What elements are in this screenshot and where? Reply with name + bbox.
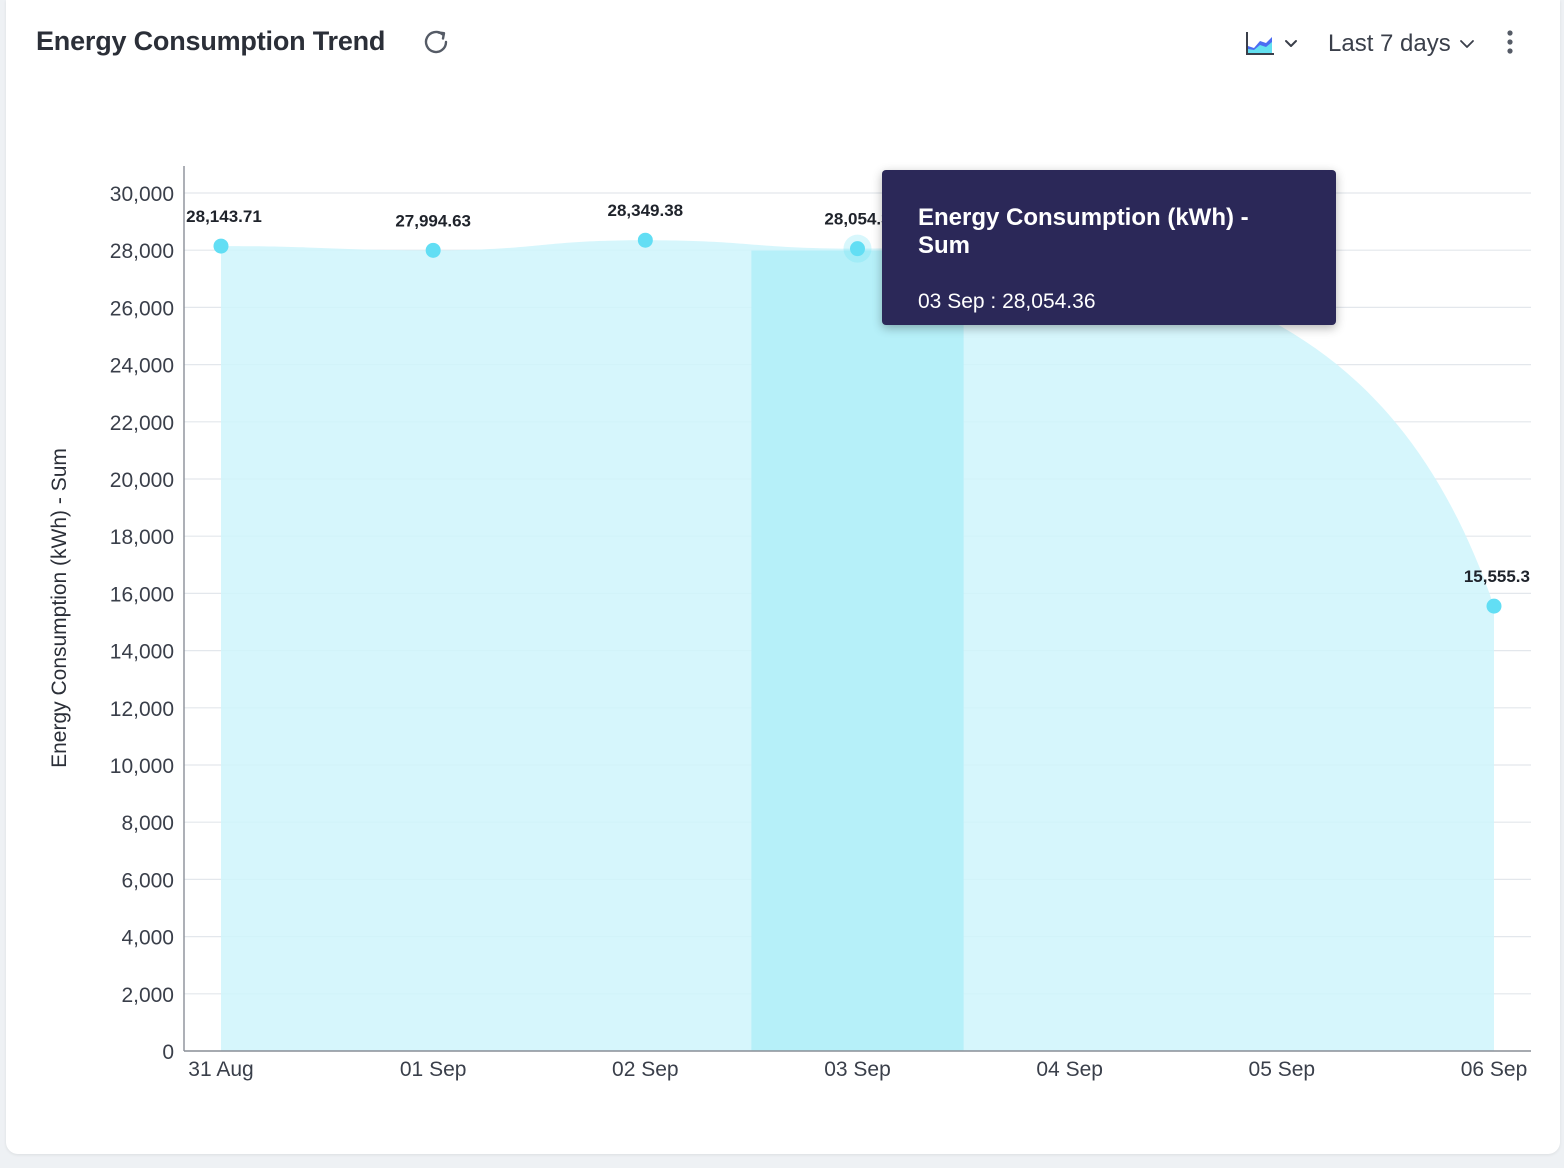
data-label: 28,349.38: [608, 201, 684, 220]
kebab-menu-icon[interactable]: [1500, 28, 1520, 60]
y-tick-label: 10,000: [110, 755, 174, 778]
x-tick-label: 01 Sep: [400, 1058, 467, 1081]
x-tick-label: 05 Sep: [1249, 1058, 1316, 1081]
y-tick-label: 28,000: [110, 240, 174, 263]
area-chart-icon[interactable]: [1244, 28, 1308, 60]
x-tick-label: 03 Sep: [824, 1058, 891, 1081]
data-label: 27,994.63: [395, 211, 471, 230]
y-tick-label: 30,000: [110, 183, 174, 206]
y-tick-label: 0: [162, 1041, 174, 1064]
x-tick-label: 02 Sep: [612, 1058, 679, 1081]
chevron-down-icon: [1459, 40, 1474, 48]
y-tick-label: 14,000: [110, 641, 174, 664]
y-tick-label: 26,000: [110, 297, 174, 320]
tooltip-title: Energy Consumption (kWh) - Sum: [918, 204, 1249, 259]
data-label: 28,143.71: [186, 207, 262, 226]
y-tick-label: 12,000: [110, 698, 174, 721]
data-label: 28,054.3: [824, 210, 890, 229]
date-range-dropdown[interactable]: Last 7 days: [1328, 28, 1475, 60]
y-tick-label: 24,000: [110, 355, 174, 378]
y-tick-label: 6,000: [121, 869, 174, 892]
tooltip-separator: :: [984, 290, 1003, 313]
y-tick-label: 2,000: [121, 984, 174, 1007]
date-range-label: Last 7 days: [1328, 30, 1451, 57]
chart-title: Energy Consumption Trend: [36, 26, 386, 56]
tooltip-value-line: 03 Sep : 28,054.36: [918, 290, 1300, 314]
data-point: [425, 242, 441, 258]
data-point: [637, 232, 653, 248]
data-point: [850, 241, 865, 257]
highlight-band-overlay: [751, 250, 964, 1051]
x-tick-label: 04 Sep: [1036, 1058, 1103, 1081]
y-tick-label: 20,000: [110, 469, 174, 492]
data-point: [1486, 598, 1502, 614]
y-tick-label: 18,000: [110, 526, 174, 549]
x-tick-label: 31 Aug: [188, 1058, 253, 1081]
data-label: 15,555.3: [1464, 567, 1530, 586]
chart-tooltip: Energy Consumption (kWh) - Sum 03 Sep : …: [882, 170, 1336, 325]
x-tick-label: 06 Sep: [1461, 1058, 1528, 1081]
tooltip-value: 28,054.36: [1002, 290, 1096, 313]
data-point: [213, 238, 229, 254]
y-tick-label: 22,000: [110, 412, 174, 435]
y-axis-label: Energy Consumption (kWh) - Sum: [48, 448, 71, 768]
refresh-icon[interactable]: [420, 26, 452, 58]
y-tick-label: 4,000: [121, 927, 174, 950]
tooltip-category: 03 Sep: [918, 290, 985, 313]
y-tick-label: 16,000: [110, 583, 174, 606]
y-tick-label: 8,000: [121, 812, 174, 835]
